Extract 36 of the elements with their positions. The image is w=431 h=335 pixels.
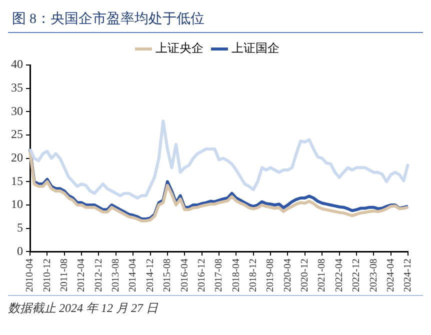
x-tick-label: 2021-08 bbox=[316, 258, 328, 292]
x-tick-label: 2013-08 bbox=[110, 258, 122, 292]
x-tick-label: 2020-12 bbox=[300, 258, 311, 292]
y-tick-label: 40 bbox=[11, 57, 23, 72]
chart-title: 图 8：央国企市盈率均处于低位 bbox=[8, 8, 423, 33]
x-tick-label: 2017-08 bbox=[214, 258, 225, 292]
y-tick-label: 5 bbox=[17, 220, 23, 234]
y-tick-label: 30 bbox=[11, 104, 23, 118]
x-tick-label: 2010-12 bbox=[42, 258, 53, 292]
y-tick-label: 10 bbox=[11, 197, 23, 212]
y-tick-label: 35 bbox=[11, 80, 23, 94]
x-tick-label: 2015-08 bbox=[162, 258, 174, 292]
x-tick-label: 2022-12 bbox=[351, 258, 362, 292]
y-tick-label: 25 bbox=[11, 127, 23, 142]
x-tick-label: 2016-12 bbox=[196, 258, 208, 292]
x-tick-label: 2020-04 bbox=[282, 258, 294, 292]
x-tick-label: 2018-12 bbox=[248, 258, 259, 292]
x-tick-label: 2012-12 bbox=[93, 258, 104, 292]
x-tick-label: 2014-04 bbox=[128, 258, 139, 292]
legend-label: 上证央企 bbox=[156, 41, 204, 56]
y-tick-label: 20 bbox=[11, 150, 23, 164]
x-tick-label: 2016-04 bbox=[179, 258, 190, 292]
x-tick-label: 2010-04 bbox=[24, 258, 36, 292]
y-tick-label: 15 bbox=[11, 174, 23, 188]
text: 数据截止 2024 年 12 月 27 日 bbox=[8, 301, 158, 315]
y-tick-label: 0 bbox=[17, 244, 23, 258]
x-tick-label: 2024-04 bbox=[385, 258, 396, 292]
legend-label: 上证国企 bbox=[232, 41, 280, 56]
x-tick-label: 2023-08 bbox=[368, 258, 380, 292]
x-tick-label: 2018-04 bbox=[230, 258, 242, 292]
x-tick-label: 2012-04 bbox=[76, 258, 88, 292]
x-tick-label: 2011-08 bbox=[58, 258, 70, 292]
x-tick-label: 2022-04 bbox=[334, 258, 345, 292]
x-tick-label: 2024-12 bbox=[402, 258, 414, 292]
x-tick-label: 2019-08 bbox=[265, 258, 276, 292]
x-tick-label: 2014-12 bbox=[144, 258, 156, 292]
